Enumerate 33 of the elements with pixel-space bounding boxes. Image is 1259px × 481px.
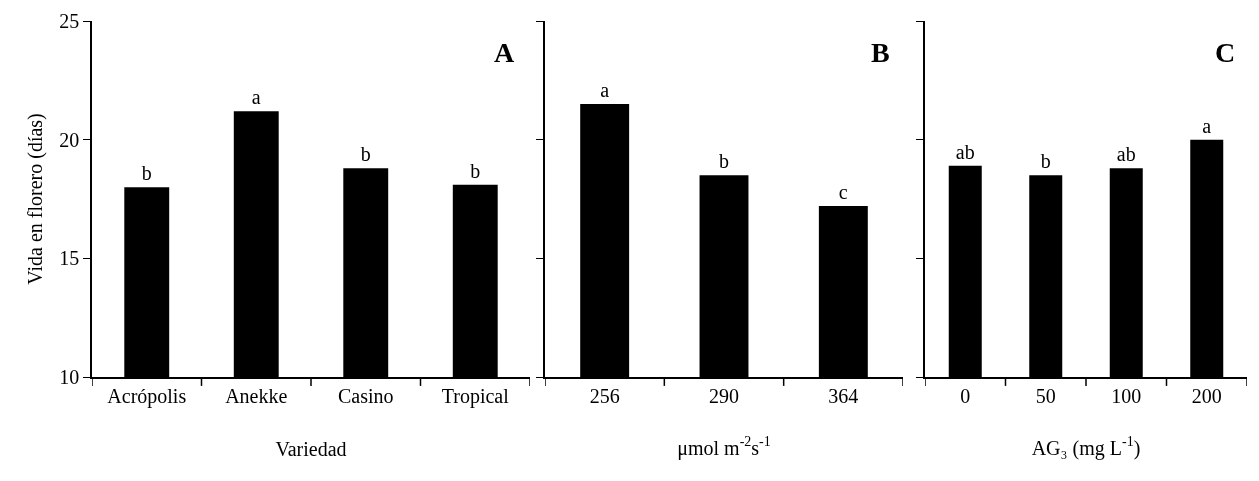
annotation: B <box>871 37 890 68</box>
y-axis-title: Vida en florero (días) <box>23 113 47 285</box>
y-tick-label: 20 <box>59 128 80 151</box>
data-label: ab <box>1116 143 1136 166</box>
y-tick-label: 10 <box>59 366 80 388</box>
y-tick-label: 25 <box>59 10 80 32</box>
data-label: a <box>600 79 610 102</box>
x-tick-label: Anekke <box>225 384 288 407</box>
data-label: c <box>838 181 848 204</box>
x-tick-label: Casino <box>337 384 394 407</box>
y-tick-label: 15 <box>59 247 80 270</box>
x-axis-title: μmol m$^{-2}$s$^{-1}$ <box>677 434 771 460</box>
x-tick-label: 256 <box>589 384 620 407</box>
x-tick-label: 100 <box>1111 384 1142 407</box>
data-label: a <box>1202 114 1212 137</box>
x-tick-label: 364 <box>828 384 859 407</box>
x-tick-label: 200 <box>1191 384 1222 407</box>
data-label: ab <box>955 140 975 163</box>
x-axis-title: Variedad <box>275 437 347 460</box>
data-label: b <box>1040 150 1051 173</box>
data-label: b <box>141 162 152 185</box>
x-tick-label: Acrópolis <box>107 384 187 408</box>
data-label: b <box>360 143 371 166</box>
x-tick-label: 0 <box>960 384 971 407</box>
annotation: C <box>1215 37 1236 68</box>
data-label: a <box>251 86 261 109</box>
x-axis-title: AG₃ (mg L$^{-1}$) <box>1031 434 1141 460</box>
annotation: A <box>494 37 515 68</box>
data-label: b <box>470 159 481 182</box>
data-label: b <box>719 150 729 173</box>
x-tick-label: 50 <box>1035 384 1056 407</box>
x-tick-label: 290 <box>709 384 739 407</box>
x-tick-label: Tropical <box>441 384 510 408</box>
